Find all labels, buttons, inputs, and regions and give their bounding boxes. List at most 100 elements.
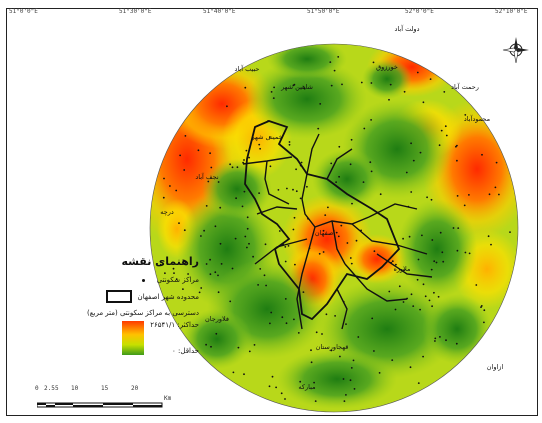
settlement-point xyxy=(421,234,423,237)
settlement-point xyxy=(281,316,284,319)
settlement-point xyxy=(244,86,247,89)
settlement-point xyxy=(178,222,180,225)
settlement-point xyxy=(237,346,240,349)
settlement-point xyxy=(257,284,259,286)
settlement-point xyxy=(203,229,206,232)
settlement-point xyxy=(286,187,288,190)
settlement-point xyxy=(248,242,250,245)
settlement-point xyxy=(258,143,261,146)
settlement-point xyxy=(468,252,471,255)
settlement-point xyxy=(389,83,392,86)
settlement-point xyxy=(395,263,397,266)
settlement-point xyxy=(440,129,443,132)
settlement-point xyxy=(246,227,249,230)
settlement-point xyxy=(235,197,238,200)
scale-bar-graphic xyxy=(36,402,163,408)
settlement-point xyxy=(371,317,374,320)
coordinate-tick: 51°40'0"E xyxy=(203,8,236,15)
settlement-point xyxy=(330,162,333,165)
settlement-point xyxy=(352,359,355,362)
settlement-point xyxy=(373,350,375,352)
settlement-point xyxy=(370,119,372,121)
settlement-point xyxy=(410,142,412,145)
settlement-point xyxy=(229,163,232,166)
settlement-point xyxy=(164,272,166,275)
settlement-point xyxy=(334,315,336,317)
legend-title: راهنمای نقشه xyxy=(121,255,199,268)
settlement-point xyxy=(327,206,329,209)
settlement-point xyxy=(200,287,203,289)
settlement-point xyxy=(341,83,343,86)
settlement-point xyxy=(363,127,366,130)
settlement-point xyxy=(346,242,349,244)
settlement-point xyxy=(378,372,381,374)
settlement-point xyxy=(248,350,251,353)
settlement-point xyxy=(405,171,408,174)
settlement-point xyxy=(207,180,210,183)
scale-label: 2.5 xyxy=(44,385,55,392)
settlement-point xyxy=(339,355,341,358)
settlement-point xyxy=(509,231,511,234)
settlement-point xyxy=(362,181,365,184)
settlement-point xyxy=(214,225,217,228)
settlement-point xyxy=(205,343,208,346)
settlement-point xyxy=(329,61,332,63)
settlement-point xyxy=(350,138,353,141)
settlement-point xyxy=(210,166,213,169)
ramp-min-label: حداقل: ۰ xyxy=(172,347,199,355)
settlement-point xyxy=(337,56,340,58)
settlement-point xyxy=(271,375,274,378)
settlement-point xyxy=(464,114,467,116)
settlement-point xyxy=(345,394,347,396)
road-network xyxy=(242,133,433,330)
settlement-point xyxy=(372,61,375,64)
place-label: ازاوان xyxy=(487,363,504,371)
settlement-point xyxy=(426,196,428,199)
legend-label: مراکز سکونتی xyxy=(156,276,199,284)
settlement-point xyxy=(179,154,182,157)
coordinate-tick: 52°0'0"E xyxy=(405,8,434,15)
settlement-point xyxy=(424,295,427,298)
settlement-point xyxy=(369,161,372,164)
coordinate-tick: 51°30'0"E xyxy=(119,8,152,15)
settlement-point xyxy=(259,147,261,150)
settlement-point xyxy=(310,361,313,364)
settlement-point xyxy=(303,87,306,90)
settlement-point xyxy=(205,263,208,265)
coordinate-tick: 52°10'0"E xyxy=(495,8,528,15)
settlement-point xyxy=(388,98,390,101)
settlement-point xyxy=(370,82,373,84)
settlement-point xyxy=(299,380,302,383)
settlement-point xyxy=(265,284,267,287)
settlement-point xyxy=(226,105,228,108)
settlement-point xyxy=(220,263,223,265)
settlement-point xyxy=(182,288,184,290)
settlement-point xyxy=(431,239,434,241)
settlement-point xyxy=(408,235,411,238)
scale-label: 5 xyxy=(55,385,59,392)
settlement-point xyxy=(285,322,288,325)
settlement-point xyxy=(173,272,175,274)
settlement-point xyxy=(264,243,267,246)
settlement-point xyxy=(403,90,406,93)
north-arrow-icon xyxy=(502,37,529,64)
settlement-point xyxy=(475,284,478,286)
settlement-point xyxy=(236,166,239,169)
settlement-point xyxy=(293,318,295,321)
settlement-point xyxy=(184,135,187,137)
settlement-point xyxy=(300,161,303,164)
settlement-point xyxy=(241,205,244,208)
legend-ramp-title: دسترسی به مراکز سکونتی (متر مربع) xyxy=(87,309,199,317)
settlement-point xyxy=(209,258,212,261)
settlement-point xyxy=(293,216,296,219)
settlement-point xyxy=(288,141,291,143)
settlement-point xyxy=(442,260,445,263)
settlement-point xyxy=(463,204,466,207)
settlement-point xyxy=(252,255,255,258)
scale-unit: Km xyxy=(164,395,172,402)
settlement-point xyxy=(350,367,353,369)
settlement-point xyxy=(337,235,340,238)
settlement-point xyxy=(258,192,260,195)
settlement-point xyxy=(357,336,360,338)
settlement-point xyxy=(200,235,202,237)
